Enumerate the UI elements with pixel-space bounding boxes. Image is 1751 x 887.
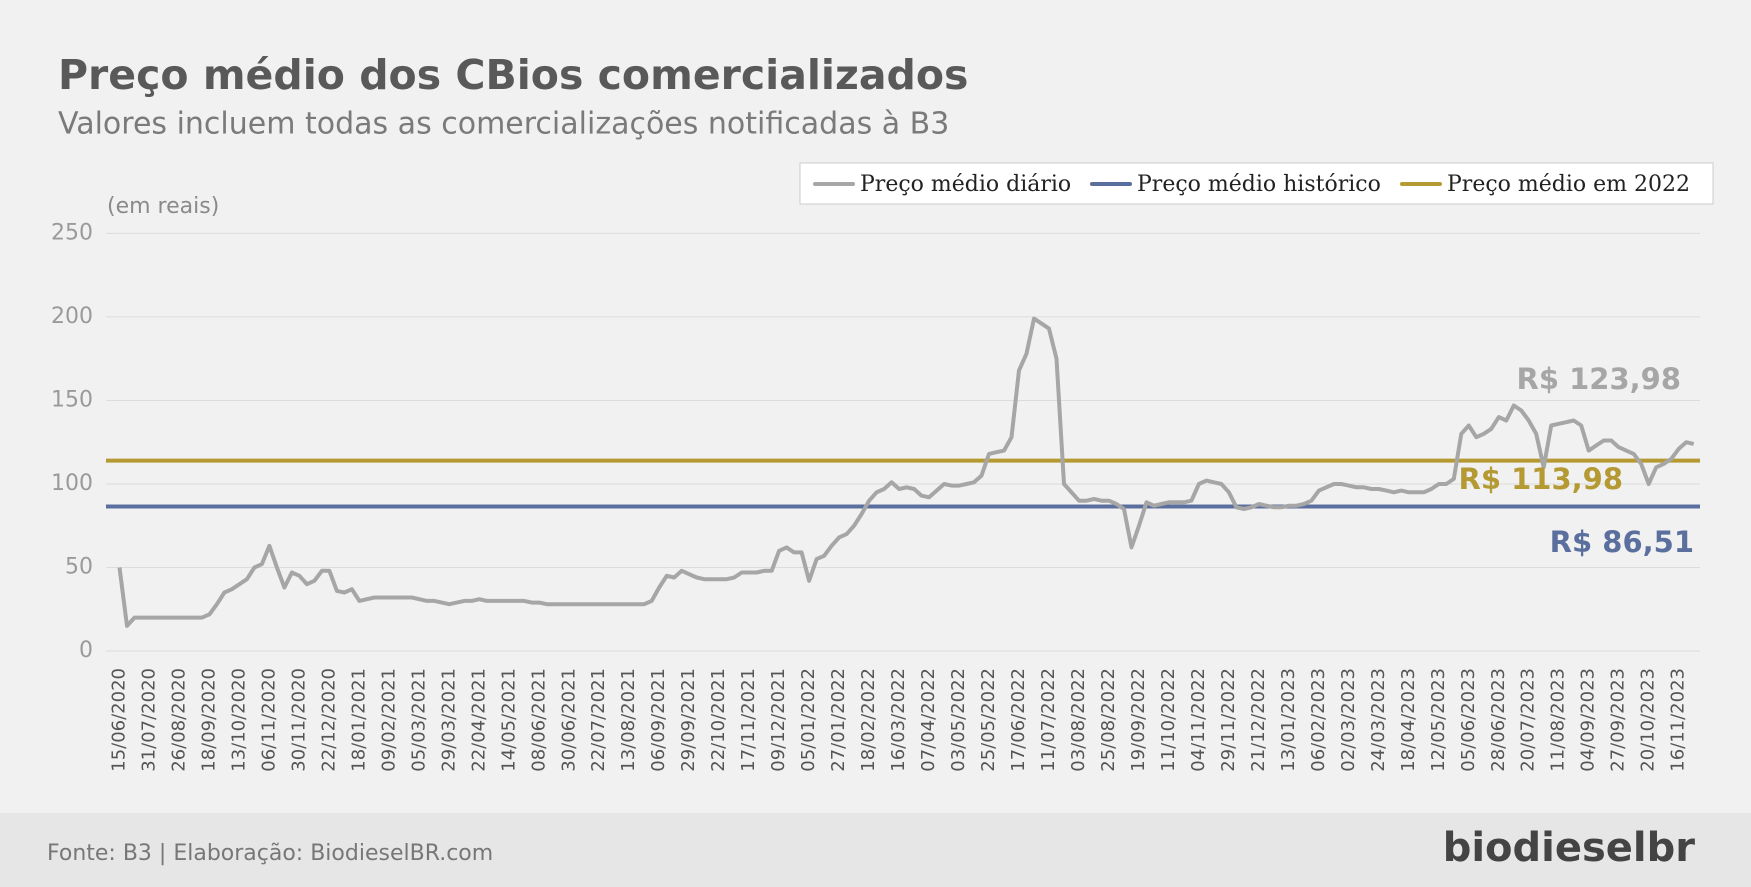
x-tick-label: 08/06/2021 (528, 668, 549, 772)
legend-box (799, 162, 1714, 205)
x-tick-label: 04/09/2023 (1578, 668, 1599, 772)
x-tick-label: 05/06/2023 (1458, 668, 1479, 772)
x-tick-label: 02/03/2023 (1338, 668, 1359, 772)
x-tick-label: 03/08/2022 (1068, 668, 1089, 772)
x-tick-label: 21/12/2022 (1248, 668, 1269, 772)
x-tick-label: 11/07/2022 (1038, 668, 1059, 772)
x-tick-label: 22/07/2021 (588, 668, 609, 772)
reference-label: R$ 86,51 (1550, 525, 1694, 559)
x-tick-label: 17/06/2022 (1008, 668, 1029, 772)
y-tick-label: 150 (51, 387, 93, 412)
x-tick-label: 24/03/2023 (1368, 668, 1389, 772)
x-tick-label: 11/10/2022 (1158, 668, 1179, 772)
y-axis-label: (em reais) (107, 194, 219, 219)
x-tick-label: 22/10/2021 (708, 668, 729, 772)
price-line (117, 316, 1695, 628)
x-tick-label: 29/09/2021 (678, 668, 699, 772)
y-tick-label: 0 (79, 638, 93, 663)
x-tick-label: 05/01/2022 (798, 668, 819, 772)
x-tick-label: 29/03/2021 (438, 668, 459, 772)
chart-subtitle: Valores incluem todas as comercializaçõe… (58, 107, 949, 142)
x-tick-label: 03/05/2022 (948, 668, 969, 772)
x-tick-label: 25/05/2022 (978, 668, 999, 772)
x-tick-label: 19/09/2022 (1128, 668, 1149, 772)
source: Fonte: B3 | Elaboração: BiodieselBR.com (47, 841, 493, 866)
x-tick-label: 30/06/2021 (558, 668, 579, 772)
y-tick-label: 200 (51, 304, 93, 329)
legend-label: Preço médio histórico (1137, 172, 1381, 197)
x-tick-label: 18/09/2020 (198, 668, 219, 772)
x-tick-label: 18/04/2023 (1398, 668, 1419, 772)
x-tick-label: 28/06/2023 (1488, 668, 1509, 772)
x-tick-label: 09/02/2021 (378, 668, 399, 772)
x-tick-label: 13/10/2020 (228, 668, 249, 772)
x-tick-label: 22/04/2021 (468, 668, 489, 772)
x-tick-label: 20/07/2023 (1518, 668, 1539, 772)
end-label: R$ 123,98 (1516, 362, 1681, 396)
x-tick-label: 06/09/2021 (648, 668, 669, 772)
x-tick-label: 07/04/2022 (918, 668, 939, 772)
x-tick-label: 31/07/2020 (138, 668, 159, 772)
x-tick-label: 06/11/2020 (258, 668, 279, 772)
x-tick-label: 27/01/2022 (828, 668, 849, 772)
x-tick-label: 16/03/2022 (888, 668, 909, 772)
x-tick-label: 26/08/2020 (168, 668, 189, 772)
x-tick-label: 11/08/2023 (1548, 668, 1569, 772)
x-tick-label: 27/09/2023 (1608, 668, 1629, 772)
x-tick-label: 17/11/2021 (738, 668, 759, 772)
x-tick-label: 13/01/2023 (1278, 668, 1299, 772)
x-tick-label: 14/05/2021 (498, 668, 519, 772)
x-tick-label: 15/06/2020 (109, 668, 130, 772)
y-tick-label: 100 (51, 471, 93, 496)
reference-label: R$ 113,98 (1458, 462, 1623, 496)
x-tick-label: 30/11/2020 (288, 668, 309, 772)
chart-title: Preço médio dos CBios comercializados (58, 51, 968, 99)
x-tick-label: 05/03/2021 (408, 668, 429, 772)
x-tick-label: 06/02/2023 (1308, 668, 1329, 772)
x-tick-label: 18/01/2021 (348, 668, 369, 772)
x-tick-label: 29/11/2022 (1218, 668, 1239, 772)
x-tick-label: 25/08/2022 (1098, 668, 1119, 772)
y-tick-label: 250 (51, 220, 93, 245)
x-tick-label: 16/11/2023 (1668, 668, 1689, 772)
x-tick-label: 04/11/2022 (1188, 668, 1209, 772)
y-tick-label: 50 (65, 554, 93, 579)
footer-band (0, 813, 1751, 887)
x-tick-label: 13/08/2021 (618, 668, 639, 772)
background (0, 0, 1751, 813)
x-tick-label: 09/12/2021 (768, 668, 789, 772)
logo: biodieselbr (1443, 825, 1696, 871)
legend-label: Preço médio em 2022 (1447, 172, 1690, 197)
x-tick-label: 22/12/2020 (318, 668, 339, 772)
legend-label: Preço médio diário (860, 172, 1071, 197)
x-tick-label: 20/10/2023 (1638, 668, 1659, 772)
x-tick-label: 18/02/2022 (858, 668, 879, 772)
x-tick-label: 12/05/2023 (1428, 668, 1449, 772)
